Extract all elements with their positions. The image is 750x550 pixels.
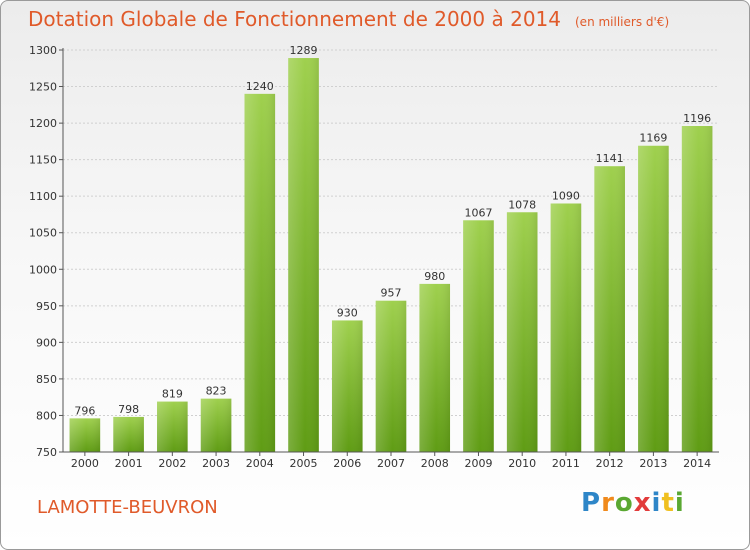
bar-sheen [200,398,232,452]
y-tick-label: 1150 [29,154,57,167]
chart-title: Dotation Globale de Fonctionnement de 20… [28,7,669,31]
x-tick-label: 2014 [683,457,711,470]
bar-sheen [244,93,276,452]
bar-sheen [419,283,451,452]
data-label: 1141 [596,152,624,165]
logo-letter: P [581,488,602,518]
y-tick-label: 1200 [29,117,57,130]
logo-letter: r [601,488,615,518]
y-tick-label: 1250 [29,81,57,94]
bar-sheen [113,416,144,452]
y-tick-label: 1050 [29,227,57,240]
bar-sheen [331,320,363,452]
proxiti-logo[interactable]: Proxiti [581,488,685,518]
logo-letter: t [661,488,675,518]
x-tick-label: 2010 [508,457,536,470]
y-tick-label: 1100 [29,190,57,203]
x-tick-label: 2005 [290,457,318,470]
commune-name: LAMOTTE-BEUVRON [37,497,218,518]
data-label: 957 [381,287,402,300]
data-label: 798 [118,403,139,416]
data-label: 819 [162,388,183,401]
bar-sheen [288,58,319,452]
data-label: 796 [74,404,95,417]
logo-letter: x [633,488,652,518]
x-tick-label: 2012 [596,457,624,470]
bar-sheen [681,126,713,453]
x-tick-label: 2001 [115,457,143,470]
data-label: 823 [206,385,227,398]
x-tick-label: 2003 [202,457,230,470]
data-label: 1067 [464,206,492,219]
x-tick-label: 2007 [377,457,405,470]
y-tick-label: 800 [36,409,57,422]
bar-sheen [506,212,538,452]
y-tick-label: 900 [36,336,57,349]
bar-sheen [463,220,494,452]
data-label: 1090 [552,189,580,202]
x-tick-label: 2006 [333,457,361,470]
data-label: 980 [424,270,445,283]
bar-sheen [550,203,582,452]
data-label: 930 [337,306,358,319]
x-tick-label: 2002 [158,457,186,470]
x-tick-label: 2008 [421,457,449,470]
logo-letter: o [614,488,634,518]
y-tick-label: 1000 [29,263,57,276]
data-label: 1240 [246,80,274,93]
axes: 750 800 850 900 950 1000 1050 1100 1150 1200 1250 1… [29,44,719,470]
chart-unit-label: (en milliers d'€) [575,15,670,29]
y-tick-label: 750 [36,446,57,459]
bar-sheen [594,166,625,452]
logo-letter: i [651,488,662,518]
x-tick-label: 2004 [246,457,274,470]
x-tick-label: 2011 [552,457,580,470]
data-label: 1078 [508,198,536,211]
data-label: 1169 [639,132,667,145]
y-tick-label: 850 [36,373,57,386]
chart-title-text: Dotation Globale de Fonctionnement de 20… [28,7,561,31]
x-tick-label: 2009 [464,457,492,470]
bars: 796 798 819 823 1240 1289 930 957 980 1067 1078 109… [69,44,713,453]
x-tick-label: 2000 [71,457,99,470]
logo-letter: i [674,488,685,518]
y-tick-label: 950 [36,300,57,313]
bar-sheen [638,145,669,452]
bar-sheen [375,300,407,452]
data-label: 1289 [290,44,318,57]
data-label: 1196 [683,112,711,125]
x-tick-label: 2013 [639,457,667,470]
y-tick-label: 1300 [29,44,57,57]
bar-sheen [157,401,188,452]
bar-sheen [69,418,101,452]
